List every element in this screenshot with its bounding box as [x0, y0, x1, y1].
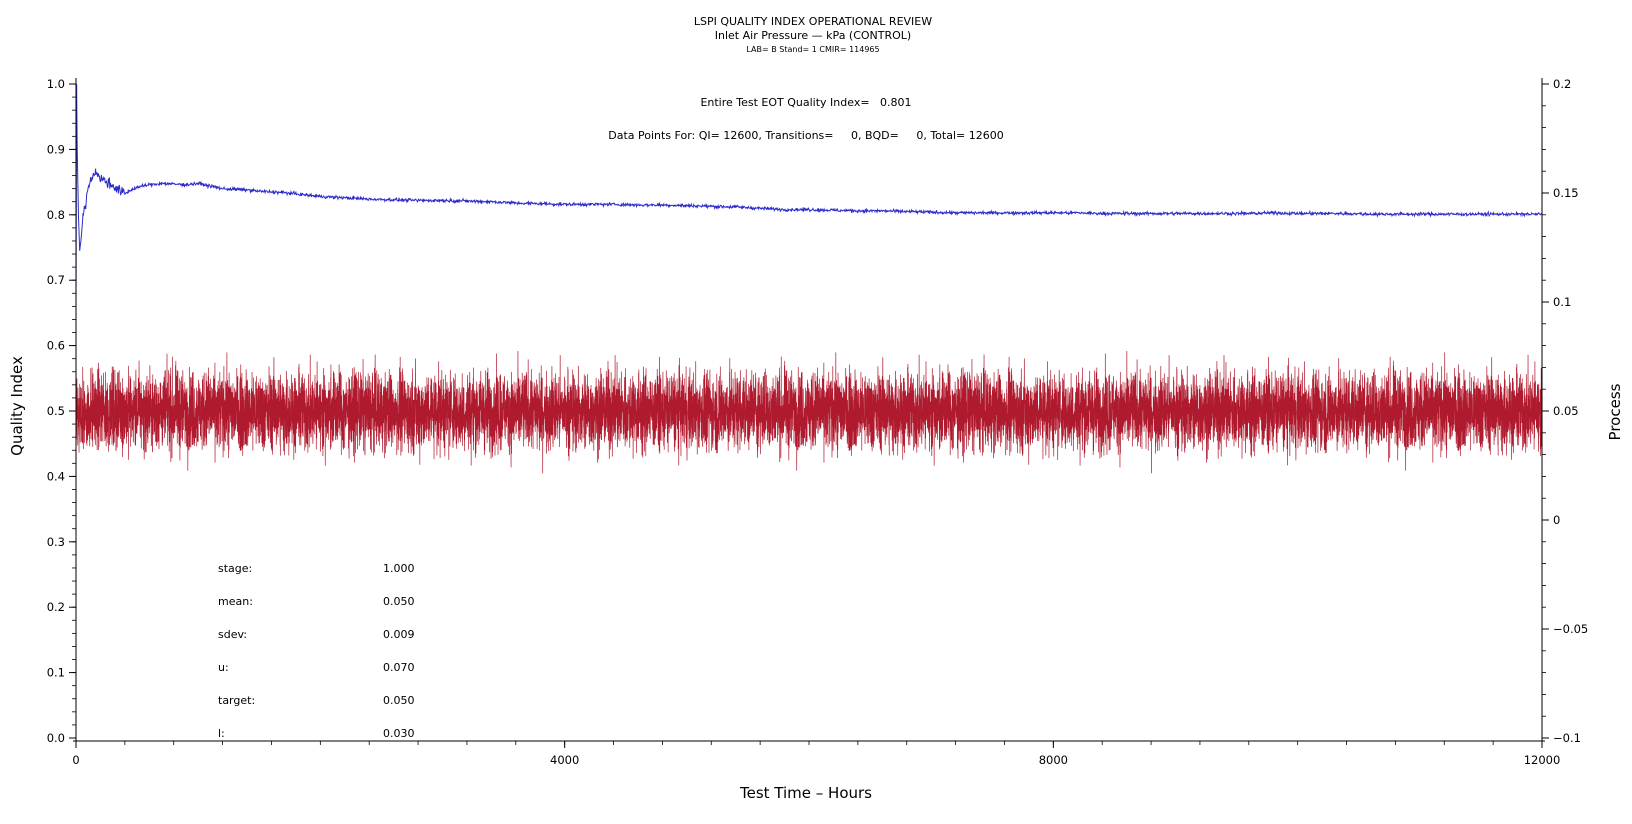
annotation-eot-quality-index: Entire Test EOT Quality Index= 0.801 [700, 96, 911, 109]
stat-label-l: l: [218, 727, 225, 740]
stat-value-target: 0.050 [383, 694, 415, 707]
chart-title: LSPI QUALITY INDEX OPERATIONAL REVIEW [694, 15, 932, 28]
chart-subtitle-ids: LAB= B Stand= 1 CMIR= 114965 [746, 45, 879, 54]
stat-label-u: u: [218, 661, 229, 674]
stats-table: stage: 1.000 mean: 0.050 sdev: 0.009 u: … [218, 562, 415, 740]
y-tick-label: 0.0 [47, 731, 65, 745]
stat-value-u: 0.070 [383, 661, 415, 674]
stat-value-stage: 1.000 [383, 562, 415, 575]
stat-label-mean: mean: [218, 595, 253, 608]
y2-tick-label: −0.05 [1553, 622, 1588, 636]
y-tick-label: 0.1 [47, 666, 65, 680]
y2-tick-label: 0.05 [1553, 404, 1579, 418]
y-tick-label: 0.8 [47, 208, 65, 222]
x-tick-label: 4000 [550, 753, 579, 767]
chart-subtitle: Inlet Air Pressure — kPa (CONTROL) [715, 29, 911, 42]
y-tick-label: 0.3 [47, 535, 65, 549]
y-tick-label: 0.2 [47, 600, 65, 614]
stat-value-mean: 0.050 [383, 595, 415, 608]
y2-axis-title: Process [1606, 383, 1624, 440]
quality-index-series-line [75, 83, 1543, 310]
y2-tick-label: 0.2 [1553, 77, 1571, 91]
stat-label-target: target: [218, 694, 255, 707]
stat-label-stage: stage: [218, 562, 252, 575]
y-tick-label: 0.4 [47, 469, 65, 483]
y2-tick-label: −0.1 [1553, 731, 1581, 745]
stat-value-sdev: 0.009 [383, 628, 415, 641]
stat-value-l: 0.030 [383, 727, 415, 740]
process-series-line [75, 351, 1543, 474]
y2-tick-label: 0.15 [1553, 186, 1579, 200]
x-tick-label: 8000 [1039, 753, 1068, 767]
plot-area: 0.0 0.1 0.2 0.3 0.4 0.5 0.6 0.7 0.8 0.9 1.0 −0.1 −0.… [47, 77, 1589, 767]
annotation-data-points: Data Points For: QI= 12600, Transitions=… [608, 129, 1003, 142]
x-tick-label: 12000 [1524, 753, 1561, 767]
stat-label-sdev: sdev: [218, 628, 247, 641]
y2-tick-label: 0 [1553, 513, 1560, 527]
y-tick-label: 0.9 [47, 142, 65, 156]
y-tick-label: 1.0 [47, 77, 65, 91]
x-axis-title: Test Time – Hours [739, 784, 872, 802]
x-tick-label: 0 [72, 753, 79, 767]
y-tick-label: 0.7 [47, 273, 65, 287]
y2-tick-label: 0.1 [1553, 295, 1571, 309]
y-tick-label: 0.6 [47, 339, 65, 353]
y-axis-title: Quality Index [8, 356, 26, 456]
y-tick-label: 0.5 [47, 404, 65, 418]
